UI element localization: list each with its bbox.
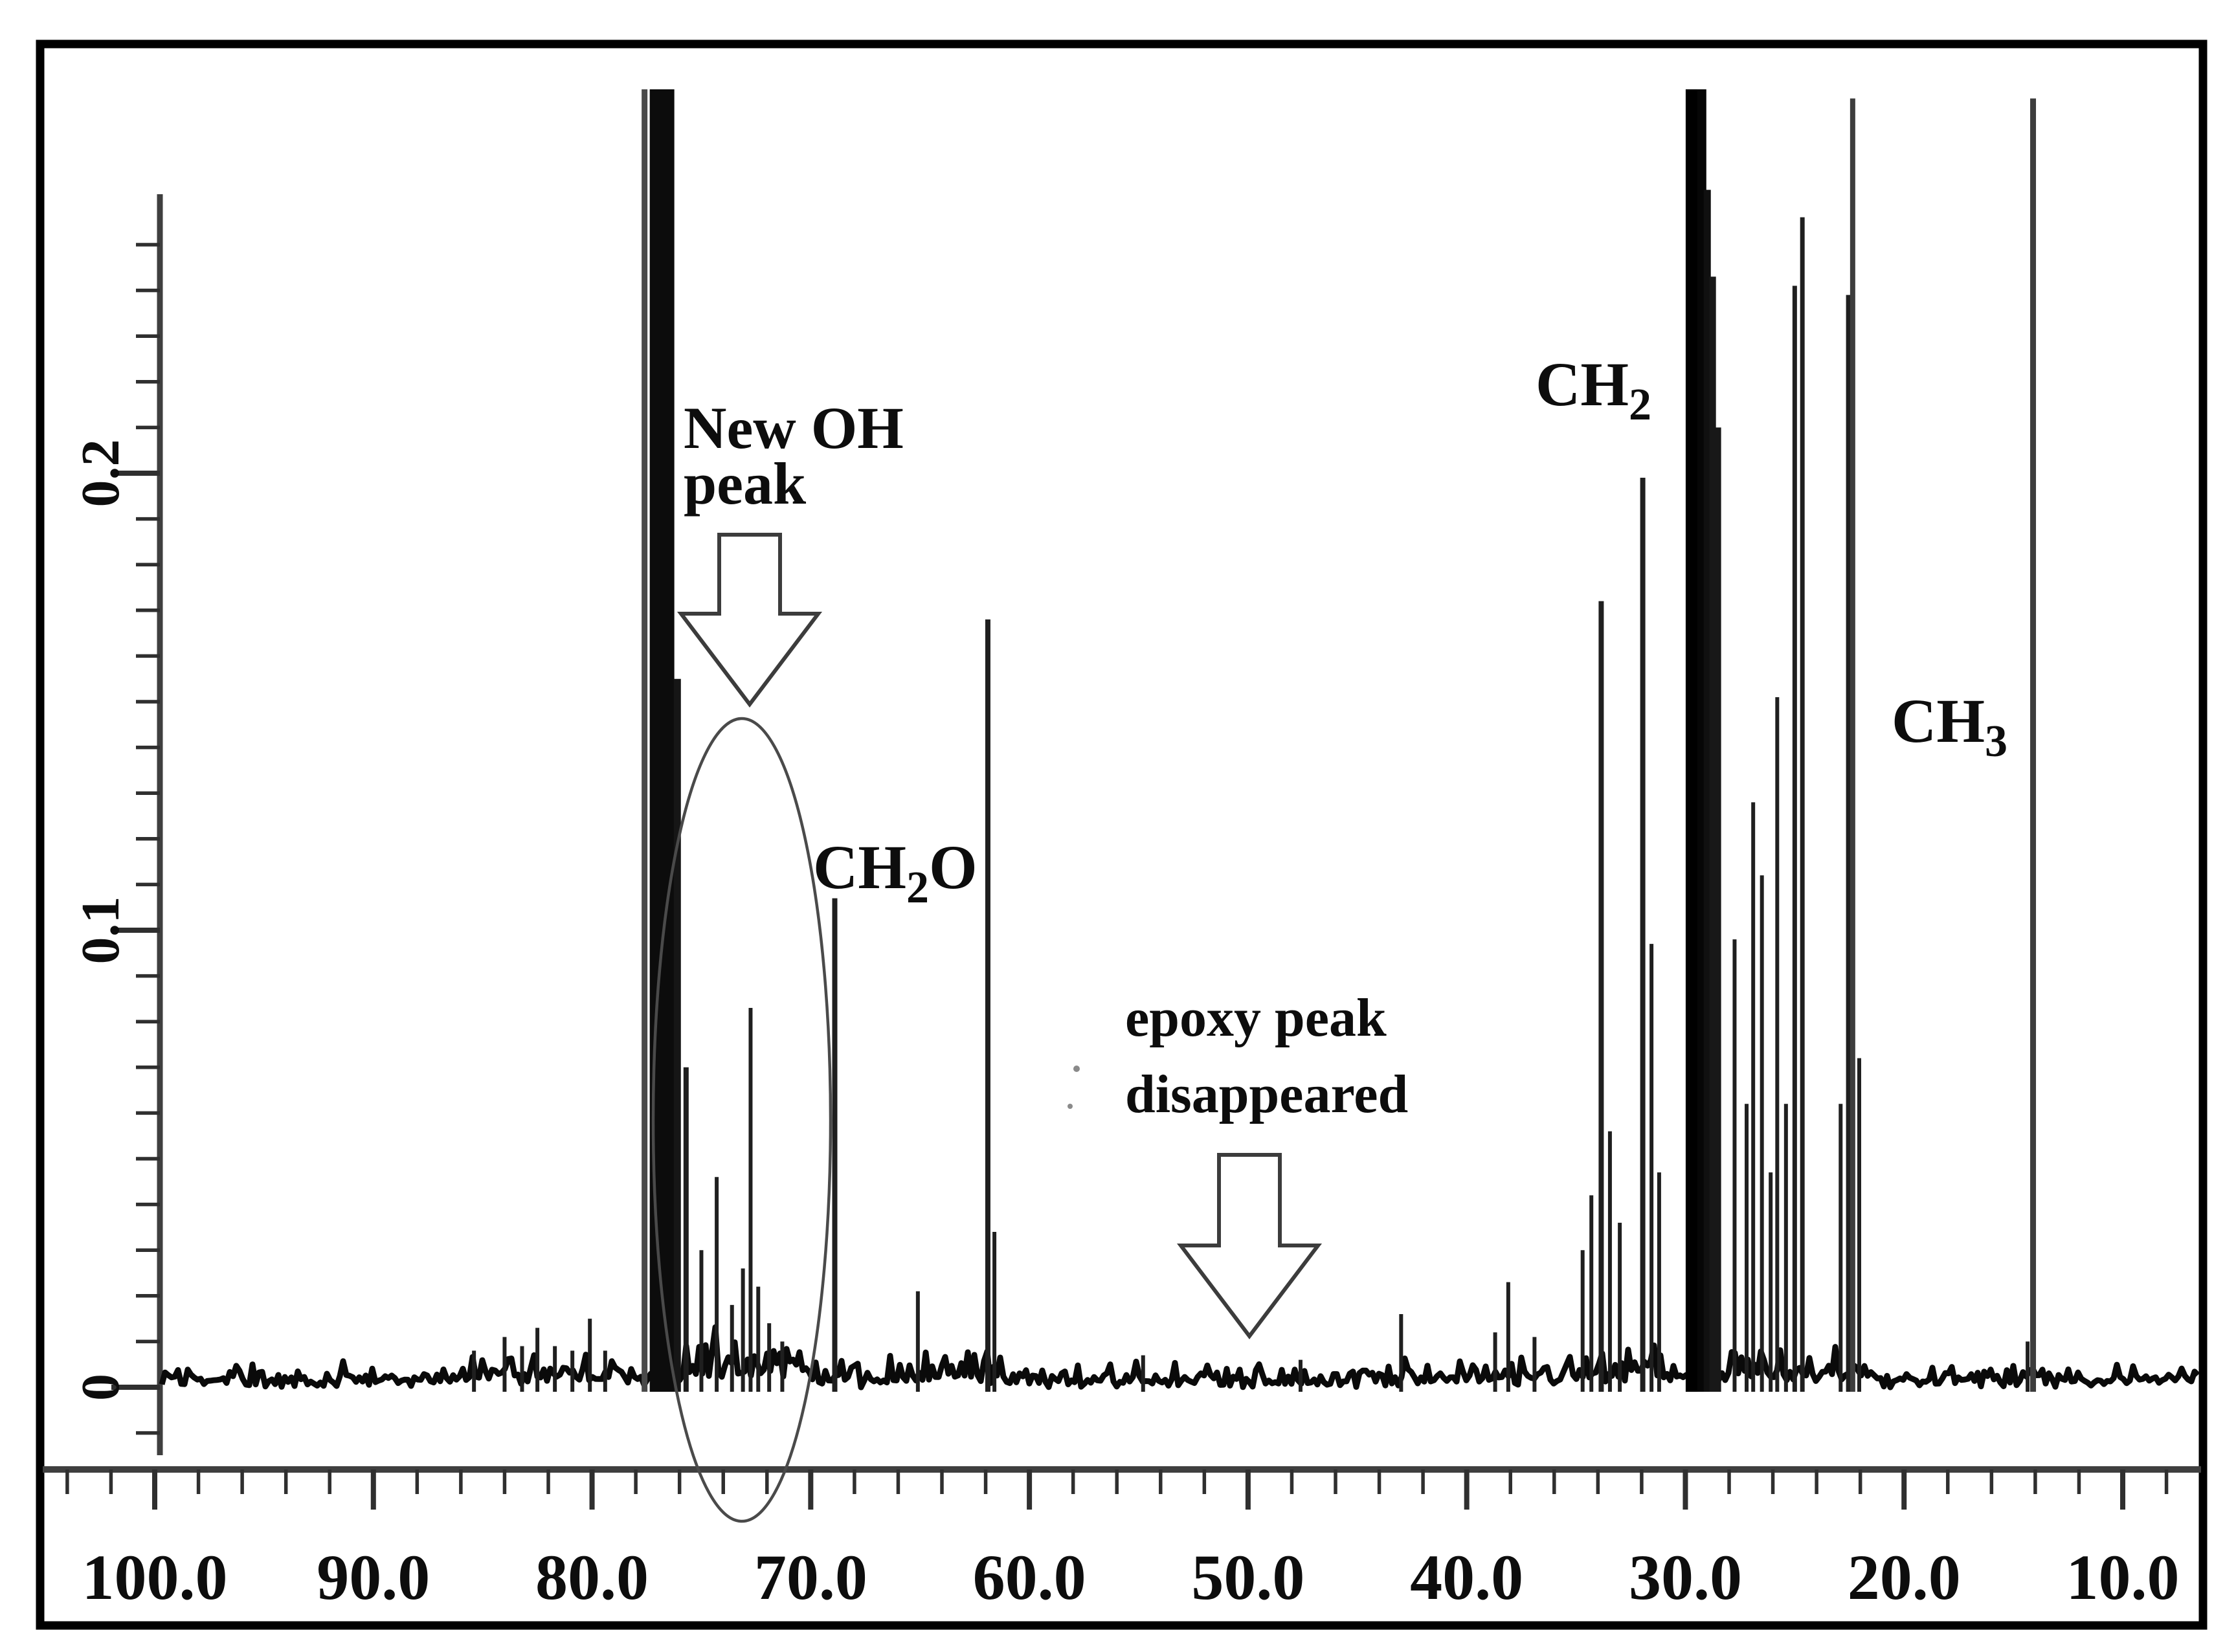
ch3-label: CH3 [1892, 686, 2007, 766]
x-tick-label: 90.0 [317, 1541, 430, 1613]
new-oh-arrow-icon [676, 533, 823, 708]
x-tick-label: 10.0 [2066, 1541, 2180, 1613]
ink-speck-1 [1073, 1066, 1080, 1072]
x-tick-label: 20.0 [1848, 1541, 1961, 1613]
x-tick-label: 50.0 [1191, 1541, 1304, 1613]
x-tick-label: 80.0 [535, 1541, 649, 1613]
epoxy-label-line1: epoxy peak [1125, 988, 1387, 1048]
x-tick-label: 30.0 [1629, 1541, 1742, 1613]
x-tick-label: 100.0 [82, 1541, 228, 1613]
new-oh-label-line2: peak [684, 451, 807, 517]
epoxy-arrow-icon [1176, 1153, 1323, 1339]
new-oh-ellipse [651, 717, 833, 1523]
epoxy-label-line2: disappeared [1125, 1064, 1408, 1124]
y-tick-label: 0.1 [71, 897, 131, 965]
spectrum-baseline-trace [159, 1324, 2200, 1390]
new-oh-label-line1: New OH [684, 395, 904, 461]
x-tick-label: 60.0 [973, 1541, 1086, 1613]
y-tick-label: 0.2 [71, 440, 131, 508]
x-tick-label: 70.0 [754, 1541, 867, 1613]
y-tick-label: 0 [71, 1374, 131, 1401]
x-tick-label: 40.0 [1410, 1541, 1523, 1613]
ch2-label: CH2 [1536, 350, 1651, 430]
ch2o-label: CH2O [813, 832, 978, 913]
figure-border [36, 39, 2208, 1630]
ink-speck-2 [1068, 1104, 1073, 1109]
